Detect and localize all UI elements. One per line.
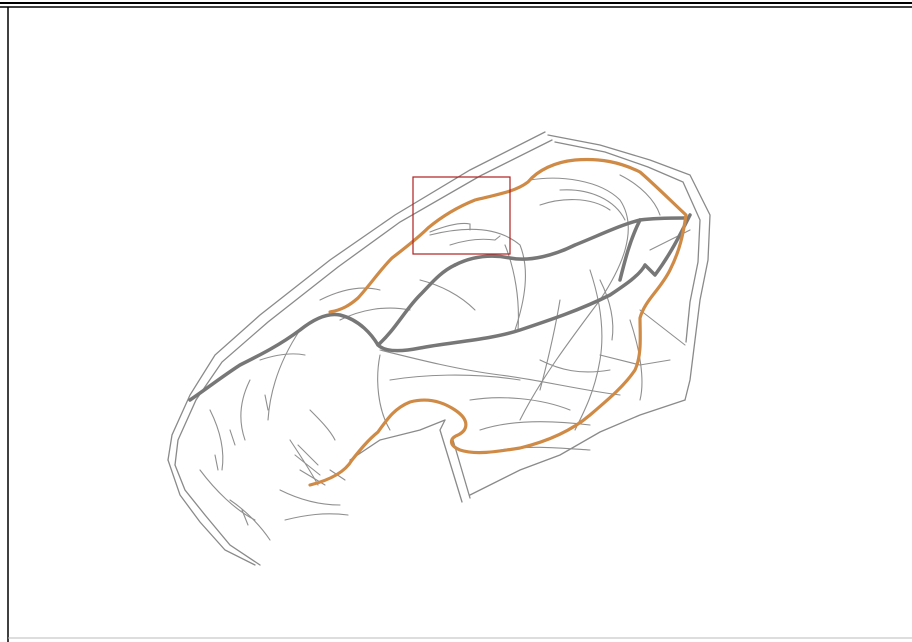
highlighted-route (308, 157, 688, 487)
boundary-paths (167, 131, 711, 566)
trail-network (199, 174, 691, 541)
selection-box-icon[interactable] (412, 176, 511, 255)
main-trail (188, 213, 692, 402)
